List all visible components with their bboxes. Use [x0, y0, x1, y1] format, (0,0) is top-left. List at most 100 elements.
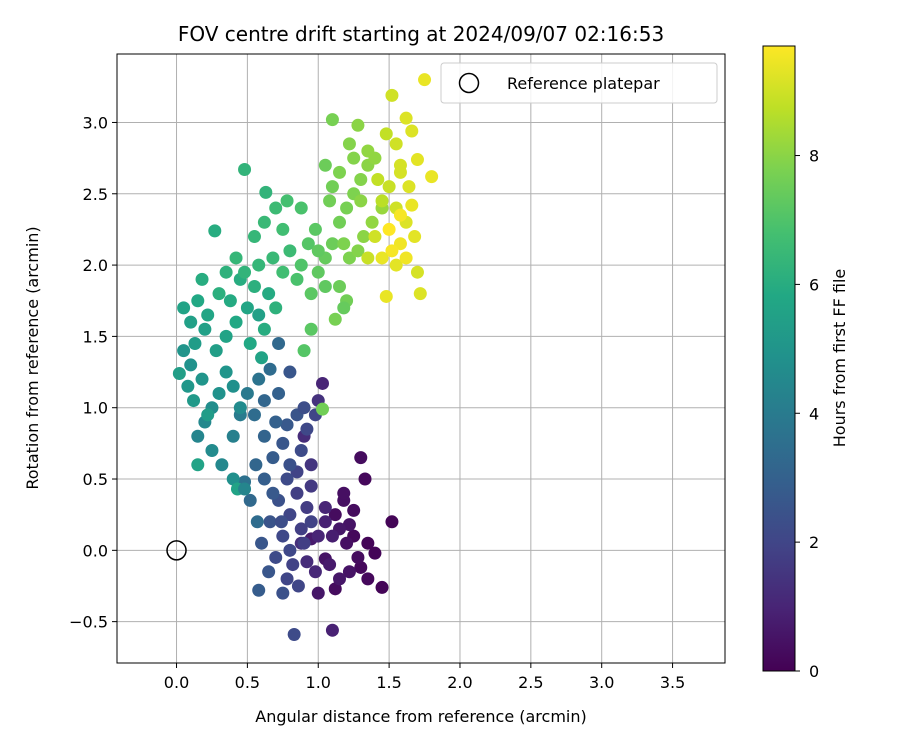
x-tick-label: 3.5	[660, 673, 685, 692]
data-point	[262, 287, 276, 301]
y-tick-label: 2.0	[83, 256, 108, 275]
data-point	[226, 379, 240, 393]
data-point	[304, 287, 318, 301]
y-tick-label: 0.5	[83, 470, 108, 489]
data-point	[276, 222, 290, 236]
y-tick-label: 1.0	[83, 399, 108, 418]
x-tick-label: 2.5	[518, 673, 543, 692]
data-point	[255, 536, 269, 550]
data-point	[286, 558, 300, 572]
data-point	[337, 237, 351, 251]
data-point	[215, 458, 229, 472]
data-point	[269, 415, 283, 429]
y-axis-label: Rotation from reference (arcmin)	[23, 226, 42, 489]
data-point	[257, 394, 271, 408]
data-point	[219, 265, 233, 279]
data-point	[188, 337, 202, 351]
data-point	[316, 402, 330, 416]
data-point	[297, 401, 311, 415]
colorbar-tick-label: 4	[809, 404, 819, 423]
data-point	[425, 170, 439, 184]
plot-area	[116, 53, 726, 664]
data-point	[226, 429, 240, 443]
legend: Reference platepar	[440, 62, 718, 104]
data-point	[318, 501, 332, 515]
data-point	[191, 294, 205, 308]
data-point	[294, 443, 308, 457]
data-point	[325, 529, 339, 543]
data-point	[347, 151, 361, 165]
data-point	[300, 422, 314, 436]
data-point	[184, 315, 198, 329]
data-point	[280, 572, 294, 586]
data-point	[385, 244, 399, 258]
data-point	[283, 244, 297, 258]
data-point	[252, 372, 266, 386]
data-point	[318, 158, 332, 172]
data-point	[402, 180, 416, 194]
data-point	[333, 572, 347, 586]
data-point	[297, 536, 311, 550]
data-point	[269, 301, 283, 315]
data-point	[337, 486, 351, 500]
data-point	[351, 244, 365, 258]
data-point	[358, 472, 372, 486]
x-tick-label: 0.0	[164, 673, 189, 692]
data-point	[323, 558, 337, 572]
data-point	[290, 272, 304, 286]
data-point	[342, 518, 356, 532]
x-axis-label: Angular distance from reference (arcmin)	[255, 707, 586, 726]
data-point	[382, 222, 396, 236]
data-point	[393, 208, 407, 222]
data-point	[280, 418, 294, 432]
data-point	[354, 173, 368, 187]
data-point	[266, 486, 280, 500]
y-tick-label: −0.5	[69, 613, 108, 632]
data-point	[247, 279, 261, 293]
data-point	[333, 279, 347, 293]
data-point	[276, 265, 290, 279]
axis-ticks: 0.0 0.5 1.0 1.5 2.0 2.5 3.0 3.5 −0.5 0.0 0.5 1.0 1.5…	[69, 113, 685, 692]
colorbar-tick-label: 2	[809, 533, 819, 552]
data-point	[385, 515, 399, 529]
data-point	[410, 153, 424, 167]
data-point	[379, 289, 393, 303]
data-point	[238, 163, 252, 177]
data-point	[342, 251, 356, 265]
colorbar-label: Hours from first FF file	[830, 269, 849, 448]
data-point	[201, 408, 215, 422]
data-point	[219, 365, 233, 379]
data-point	[361, 144, 375, 158]
data-point	[283, 508, 297, 522]
data-point	[269, 550, 283, 564]
colorbar-ticks: 0 2 4 6 8	[795, 147, 819, 681]
x-tick-label: 0.5	[235, 673, 260, 692]
data-point	[247, 408, 261, 422]
data-point	[333, 215, 347, 229]
data-point	[276, 586, 290, 600]
data-point	[181, 379, 195, 393]
y-tick-label: 2.5	[83, 185, 108, 204]
data-point	[283, 543, 297, 557]
colorbar-tick-label: 6	[809, 275, 819, 294]
data-point	[212, 287, 226, 301]
legend-reference-marker	[458, 72, 480, 94]
x-tick-label: 1.5	[376, 673, 401, 692]
data-point	[318, 515, 332, 529]
data-point	[257, 472, 271, 486]
data-point	[347, 503, 361, 517]
data-point	[413, 287, 427, 301]
data-point	[354, 451, 368, 465]
data-point	[250, 515, 264, 529]
data-point	[290, 486, 304, 500]
data-point	[252, 258, 266, 272]
data-point	[262, 565, 276, 579]
data-point	[208, 224, 222, 238]
reference-point-marker	[166, 540, 187, 561]
data-point	[184, 358, 198, 372]
data-point	[354, 560, 368, 574]
data-point	[195, 372, 209, 386]
data-point	[300, 501, 314, 515]
data-point	[311, 265, 325, 279]
data-point	[172, 366, 186, 380]
